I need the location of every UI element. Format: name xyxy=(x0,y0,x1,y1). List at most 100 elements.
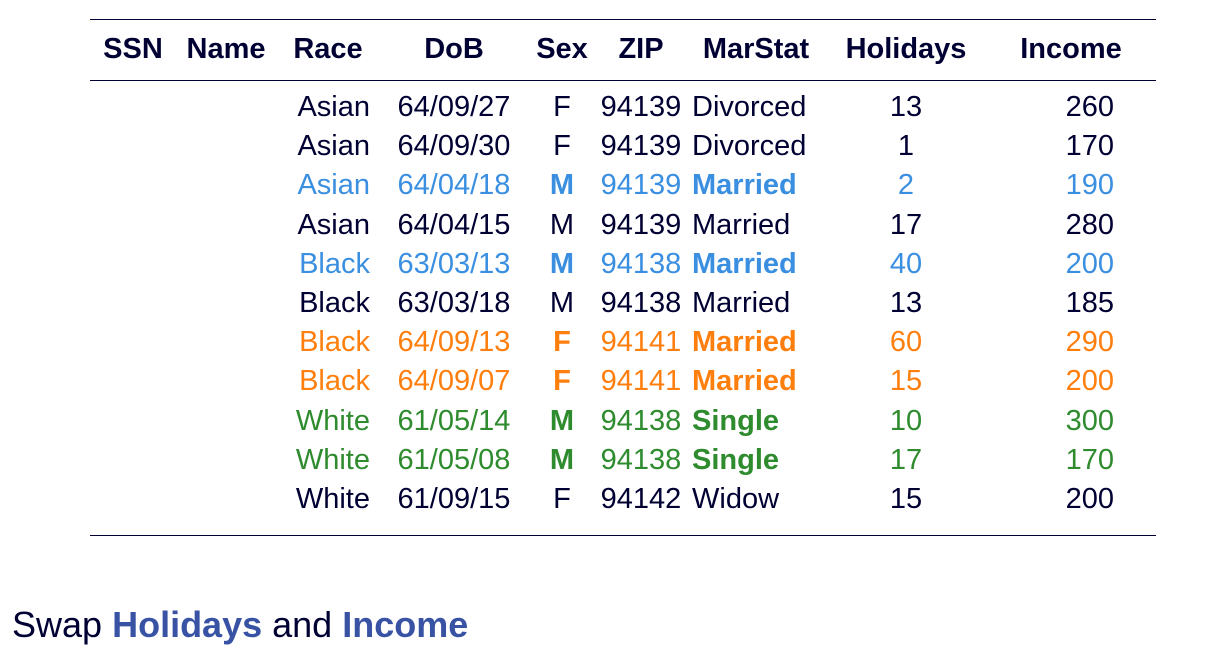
cell-ssn xyxy=(90,166,176,205)
cell-marstat: Divorced xyxy=(692,130,807,163)
cell-income: 190 xyxy=(1065,169,1114,202)
cell-zip: 94138 xyxy=(600,443,682,476)
caption-keyword-income: Income xyxy=(342,604,469,645)
cell-sex: F xyxy=(553,365,571,398)
cell-zip: 94139 xyxy=(600,91,682,124)
cell-name xyxy=(176,402,276,441)
cell-sex: M xyxy=(549,247,575,280)
cell-zip: 94141 xyxy=(600,326,682,359)
cell-dob: 61/09/15 xyxy=(397,482,511,515)
cell-race: Black xyxy=(299,365,370,398)
cell-holidays: 17 xyxy=(889,443,923,476)
cell-marstat: Single xyxy=(692,404,780,437)
cell-race: Asian xyxy=(297,130,370,163)
cell-sex: M xyxy=(549,404,575,437)
caption-prefix: Swap xyxy=(12,604,103,645)
cell-marstat: Married xyxy=(692,208,791,241)
cell-marstat: Divorced xyxy=(692,91,807,124)
cell-name xyxy=(176,480,276,519)
cell-holidays: 60 xyxy=(889,326,923,359)
cell-dob: 64/04/18 xyxy=(397,169,511,202)
table-header-rule xyxy=(90,80,1156,81)
cell-income: 185 xyxy=(1065,287,1114,320)
table-row: Asian 64/04/15 M 94139 Married 17 280 xyxy=(90,206,1156,245)
cell-race: Asian xyxy=(297,169,370,202)
cell-name xyxy=(176,284,276,323)
cell-name xyxy=(176,323,276,362)
header-income: Income xyxy=(1020,32,1122,65)
cell-ssn xyxy=(90,362,176,401)
cell-dob: 64/04/15 xyxy=(397,208,511,241)
cell-name xyxy=(176,245,276,284)
cell-income: 290 xyxy=(1065,326,1114,359)
cell-ssn xyxy=(90,480,176,519)
cell-zip: 94138 xyxy=(600,404,682,437)
cell-holidays: 17 xyxy=(889,208,923,241)
header-ssn: SSN xyxy=(103,32,163,65)
table-row: Asian 64/09/30 F 94139 Divorced 1 170 xyxy=(90,127,1156,166)
cell-dob: 64/09/30 xyxy=(397,130,511,163)
cell-marstat: Married xyxy=(692,365,797,398)
header-holidays: Holidays xyxy=(845,32,967,65)
cell-ssn xyxy=(90,127,176,166)
cell-name xyxy=(176,441,276,480)
header-dob: DoB xyxy=(424,32,484,65)
cell-zip: 94139 xyxy=(600,130,682,163)
spacer-cell xyxy=(90,78,1156,88)
table-row: Black 64/09/07 F 94141 Married 15 200 xyxy=(90,362,1156,401)
cell-zip: 94141 xyxy=(600,365,682,398)
table-row: White 61/05/08 M 94138 Single 17 170 xyxy=(90,441,1156,480)
cell-race: Black xyxy=(299,326,370,359)
table-header-row: SSN Name Race DoB Sex ZIP MarStat Holida… xyxy=(90,20,1156,78)
cell-dob: 63/03/18 xyxy=(397,287,511,320)
cell-holidays: 13 xyxy=(889,287,923,320)
cell-ssn xyxy=(90,323,176,362)
table-row: White 61/09/15 F 94142 Widow 15 200 xyxy=(90,480,1156,519)
cell-sex: M xyxy=(549,443,575,476)
cell-dob: 63/03/13 xyxy=(397,247,511,280)
cell-holidays: 2 xyxy=(897,169,915,202)
header-zip: ZIP xyxy=(618,32,664,65)
cell-marstat: Married xyxy=(692,287,791,320)
cell-sex: M xyxy=(549,208,575,241)
header-marstat: MarStat xyxy=(702,32,810,65)
cell-sex: M xyxy=(549,287,575,320)
cell-race: White xyxy=(295,443,370,476)
cell-ssn xyxy=(90,245,176,284)
cell-sex: F xyxy=(553,326,571,359)
table-row: Asian 64/09/27 F 94139 Divorced 13 260 xyxy=(90,88,1156,127)
cell-income: 300 xyxy=(1065,404,1114,437)
table-body: Asian 64/09/27 F 94139 Divorced 13 2 60 Asian 64/… xyxy=(90,78,1156,519)
cell-holidays: 15 xyxy=(889,365,923,398)
cell-ssn xyxy=(90,88,176,127)
table-row: White 61/05/14 M 94138 Single 10 300 xyxy=(90,402,1156,441)
caption: Swap Holidays and Income xyxy=(12,604,468,646)
cell-dob: 64/09/07 xyxy=(397,365,511,398)
header-sex: Sex xyxy=(536,32,588,65)
cell-dob: 64/09/27 xyxy=(397,91,511,124)
header-name: Name xyxy=(186,32,266,65)
table-bottom-rule xyxy=(90,535,1156,536)
cell-race: Black xyxy=(299,287,370,320)
cell-zip: 94138 xyxy=(600,287,682,320)
cell-dob: 61/05/14 xyxy=(397,404,511,437)
cell-race: Asian xyxy=(297,208,370,241)
cell-ssn xyxy=(90,402,176,441)
cell-income: 170 xyxy=(1065,443,1114,476)
cell-sex: F xyxy=(553,91,571,124)
cell-race: Asian xyxy=(297,91,370,124)
cell-name xyxy=(176,127,276,166)
table-row: Black 63/03/18 M 94138 Married 13 185 xyxy=(90,284,1156,323)
cell-race: Black xyxy=(299,247,370,280)
cell-holidays: 1 xyxy=(897,130,915,163)
table-row: Black 63/03/13 M 94138 Married 40 200 xyxy=(90,245,1156,284)
cell-dob: 61/05/08 xyxy=(397,443,511,476)
cell-holidays: 13 xyxy=(889,91,923,124)
cell-sex: M xyxy=(549,169,575,202)
caption-keyword-holidays: Holidays xyxy=(112,604,263,645)
cell-zip: 94142 xyxy=(600,482,682,515)
cell-ssn xyxy=(90,441,176,480)
cell-race: White xyxy=(295,482,370,515)
cell-holidays: 15 xyxy=(889,482,923,515)
cell-holidays: 40 xyxy=(889,247,923,280)
